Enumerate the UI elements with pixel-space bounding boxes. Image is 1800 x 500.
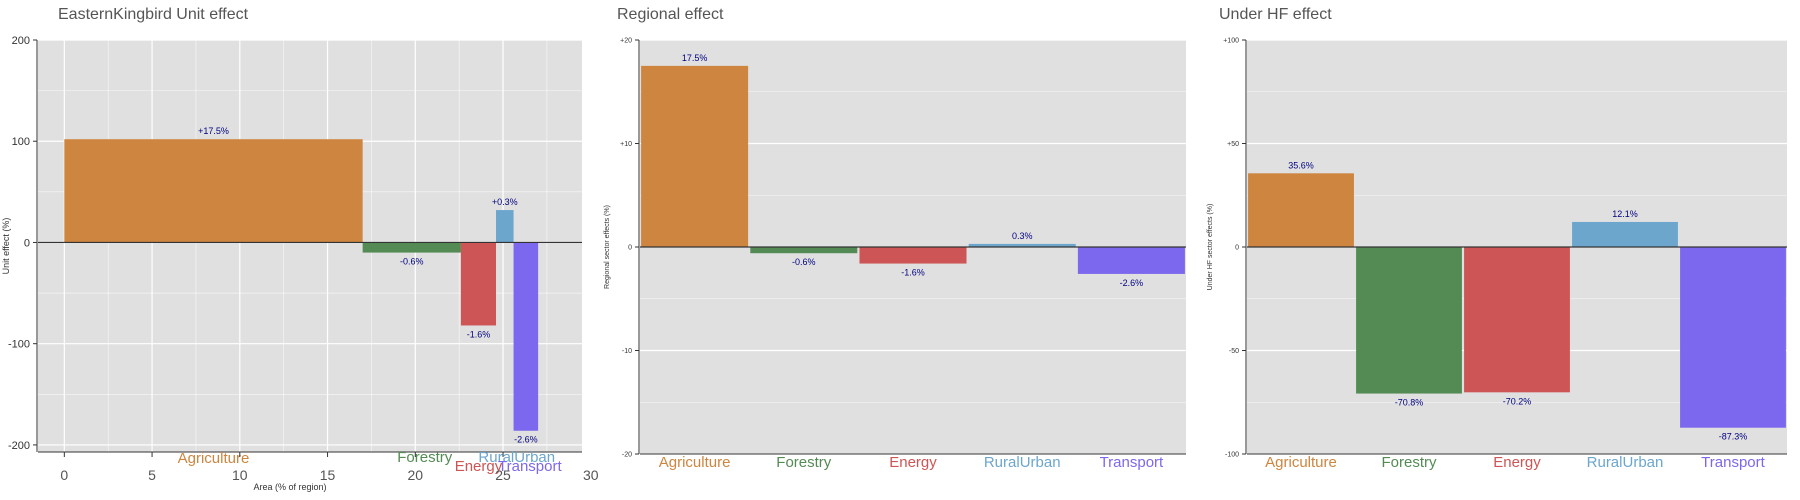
- chart-panel-1: EasternKingbird Unit effect-200-10001002…: [1, 6, 599, 492]
- plot-background: [38, 40, 582, 452]
- chart-title: EasternKingbird Unit effect: [58, 6, 249, 23]
- bar-transport: [1077, 247, 1185, 274]
- category-label: Transport: [1701, 454, 1765, 471]
- y-tick-label: -50: [1229, 348, 1239, 355]
- bar-agriculture: [641, 65, 749, 247]
- y-tick-label: -10: [622, 348, 632, 355]
- data-label: -0.6%: [400, 257, 424, 267]
- bar-ruralurban: [968, 243, 1076, 247]
- y-tick-label: +20: [620, 37, 632, 44]
- data-label: -1.6%: [467, 329, 491, 339]
- category-label: RuralUrban: [1587, 454, 1664, 471]
- data-label: 0.3%: [1012, 231, 1033, 241]
- data-label: 35.6%: [1288, 160, 1314, 170]
- x-tick-label: 15: [320, 467, 336, 483]
- y-tick-label: -200: [8, 440, 30, 452]
- bar-ruralurban: [1572, 221, 1678, 247]
- y-tick-label: +100: [1223, 37, 1239, 44]
- x-tick-label: 10: [232, 467, 248, 483]
- y-tick-label: 0: [628, 244, 632, 251]
- x-tick-label: 0: [60, 467, 68, 483]
- data-label: -87.3%: [1719, 432, 1748, 442]
- chart-panel-3: Under HF effect -100 -50 0 +50 +100 Under HF s…: [1207, 6, 1787, 471]
- bar-forestry: [362, 242, 461, 253]
- y-tick-label: 200: [12, 35, 30, 47]
- bar-forestry: [1356, 247, 1462, 394]
- bar-forestry: [750, 247, 858, 254]
- data-label: +0.3%: [492, 197, 518, 207]
- bar-agriculture: [1248, 173, 1354, 247]
- y-tick-label: 0: [1235, 244, 1239, 251]
- category-label: Forestry: [776, 454, 832, 471]
- y-tick-label: 100: [12, 136, 30, 148]
- data-label: +17.5%: [198, 126, 229, 136]
- x-tick-label: 5: [148, 467, 156, 483]
- data-label: -70.8%: [1395, 398, 1424, 408]
- chart-title: Regional effect: [617, 6, 724, 23]
- bar-ruralurban: [496, 210, 514, 243]
- x-tick-label: 25: [495, 467, 511, 483]
- category-label: Agriculture: [178, 450, 250, 467]
- y-tick-label: -100: [1225, 451, 1239, 458]
- y-tick-label: -100: [8, 339, 30, 351]
- data-label: 12.1%: [1612, 209, 1638, 219]
- bar-agriculture: [64, 139, 363, 243]
- category-label: Forestry: [397, 449, 453, 466]
- category-label: Energy: [889, 454, 937, 471]
- data-label: 17.5%: [682, 53, 708, 63]
- data-label: -70.2%: [1503, 396, 1532, 406]
- x-tick-label: 30: [583, 467, 599, 483]
- y-tick-label: 0: [24, 237, 30, 249]
- chart-panel-2: Regional effect -20 -10 0 +10 +20 Regional sec…: [604, 6, 1186, 471]
- category-label: Forestry: [1381, 454, 1437, 471]
- y-axis-title: Unit effect (%): [1, 218, 11, 275]
- chart-title: Under HF effect: [1219, 6, 1332, 23]
- y-tick-label: +50: [1227, 141, 1239, 148]
- category-label: Agriculture: [1265, 454, 1337, 471]
- y-axis-title: Under HF sector effects (%): [1207, 204, 1214, 291]
- y-axis-title: Regional sector effects (%): [604, 205, 611, 289]
- bar-energy: [460, 242, 497, 326]
- category-label: Agriculture: [659, 454, 731, 471]
- bar-energy: [1464, 247, 1570, 393]
- x-axis-title: Area (% of region): [253, 482, 326, 492]
- category-label: Energy: [1493, 454, 1541, 471]
- y-tick-label: +10: [620, 141, 632, 148]
- data-label: -1.6%: [901, 268, 925, 278]
- bar-energy: [859, 247, 967, 264]
- data-label: -2.6%: [1120, 278, 1144, 288]
- bar-transport: [513, 242, 539, 431]
- x-tick-label: 20: [408, 467, 424, 483]
- category-label: Transport: [498, 458, 562, 475]
- category-label: RuralUrban: [478, 449, 555, 466]
- data-label: -2.6%: [514, 435, 538, 445]
- category-label: RuralUrban: [984, 454, 1061, 471]
- data-label: -0.6%: [792, 257, 816, 267]
- category-label: Transport: [1100, 454, 1164, 471]
- y-tick-label: -20: [622, 451, 632, 458]
- category-label: Energy: [455, 458, 503, 475]
- bar-transport: [1680, 247, 1786, 428]
